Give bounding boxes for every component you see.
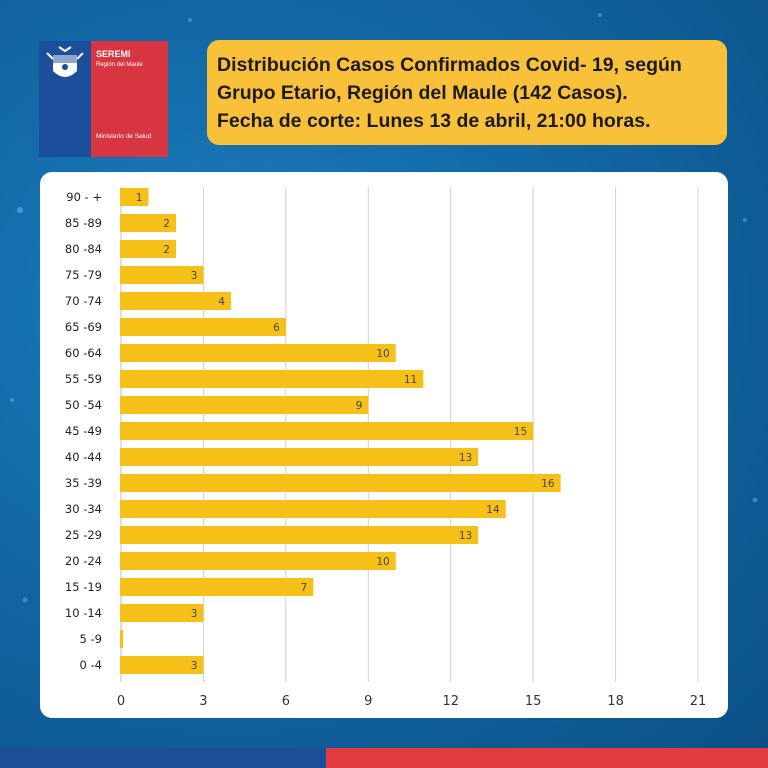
y-tick-label: 55 -59 — [65, 372, 102, 386]
data-label: 13 — [459, 530, 472, 542]
bar — [120, 292, 231, 310]
chart-title-box: Distribución Casos Confirmados Covid- 19… — [207, 40, 727, 145]
bar — [120, 266, 204, 284]
y-tick-label: 40 -44 — [65, 450, 102, 464]
data-label: 10 — [376, 556, 389, 568]
bar — [120, 526, 479, 544]
data-label: 7 — [301, 582, 308, 594]
x-tick-label: 0 — [117, 694, 125, 709]
bar — [120, 500, 506, 518]
data-label: 11 — [404, 374, 417, 386]
data-label: 10 — [376, 348, 389, 360]
y-tick-label: 70 -74 — [65, 294, 102, 308]
bottom-stripe-red — [326, 748, 768, 768]
x-tick-label: 18 — [607, 694, 624, 709]
chart-card: 0 3 6 9 12 15 18 21 90 - + 1 85 -89 2 80 -84 2 75 -79 3… — [40, 172, 728, 718]
y-tick-label: 20 -24 — [65, 554, 102, 568]
data-label: 3 — [191, 608, 198, 620]
data-label: 2 — [163, 244, 170, 256]
y-tick-label: 85 -89 — [65, 216, 102, 230]
data-label: 3 — [191, 660, 198, 672]
y-tick-label: 0 -4 — [80, 658, 102, 672]
bar — [120, 448, 479, 466]
y-tick-label: 60 -64 — [65, 346, 102, 360]
data-label: 14 — [486, 504, 500, 516]
title-line-2: Grupo Etario, Región del Maule (142 Caso… — [217, 82, 628, 104]
data-label: 9 — [356, 400, 363, 412]
y-tick-label: 90 - + — [66, 190, 102, 204]
coat-of-arms-icon — [46, 46, 84, 77]
bar — [120, 344, 396, 362]
data-label: 1 — [136, 192, 143, 204]
logo-org-title: SEREMI — [96, 49, 131, 59]
x-tick-label: 21 — [690, 694, 707, 709]
bar — [120, 552, 396, 570]
bar — [120, 630, 123, 648]
y-tick-label: 25 -29 — [65, 528, 102, 542]
bar-chart: 0 3 6 9 12 15 18 21 90 - + 1 85 -89 2 80 -84 2 75 -79 3… — [65, 187, 707, 709]
x-tick-label: 3 — [199, 694, 207, 709]
logo-red-panel — [91, 41, 168, 157]
bar — [120, 214, 176, 232]
x-tick-label: 6 — [282, 694, 290, 709]
y-tick-label: 5 -9 — [80, 632, 102, 646]
y-tick-label: 50 -54 — [65, 398, 102, 412]
logo-org-region: Región del Maule — [96, 62, 143, 68]
title-line-1: Distribución Casos Confirmados Covid- 19… — [217, 54, 682, 76]
data-label: 2 — [163, 218, 170, 230]
x-tick-label: 12 — [442, 694, 459, 709]
data-label: 13 — [459, 452, 472, 464]
bar — [120, 240, 176, 258]
x-tick-label: 15 — [525, 694, 542, 709]
bar — [120, 318, 286, 336]
y-tick-label: 35 -39 — [65, 476, 102, 490]
x-tick-label: 9 — [364, 694, 372, 709]
bar — [120, 474, 561, 492]
y-tick-label: 75 -79 — [65, 268, 102, 282]
y-tick-label: 65 -69 — [65, 320, 102, 334]
logo-ministry-text: Ministerio de Salud — [96, 133, 152, 140]
logo-blue-panel — [39, 41, 91, 157]
logo-org-text: SEREMI Región del Maule — [96, 49, 143, 71]
y-tick-label: 45 -49 — [65, 424, 102, 438]
y-tick-label: 30 -34 — [65, 502, 102, 516]
y-tick-label: 80 -84 — [65, 242, 102, 256]
data-label: 6 — [273, 322, 280, 334]
title-line-3: Fecha de corte: Lunes 13 de abril, 21:00… — [217, 110, 651, 132]
bar — [120, 370, 424, 388]
bar — [120, 578, 314, 596]
bar — [120, 604, 204, 622]
data-label: 15 — [514, 426, 527, 438]
bottom-stripe-blue — [0, 748, 326, 768]
data-label: 3 — [191, 270, 198, 282]
y-tick-label: 10 -14 — [65, 606, 102, 620]
data-label: 16 — [541, 478, 555, 490]
bar — [120, 396, 369, 414]
data-label: 4 — [218, 296, 225, 308]
bar — [120, 656, 204, 674]
bar — [120, 422, 534, 440]
seremi-logo: SEREMI Región del Maule Ministerio de Sa… — [39, 41, 168, 157]
bar — [120, 188, 149, 206]
y-tick-label: 15 -19 — [65, 580, 102, 594]
